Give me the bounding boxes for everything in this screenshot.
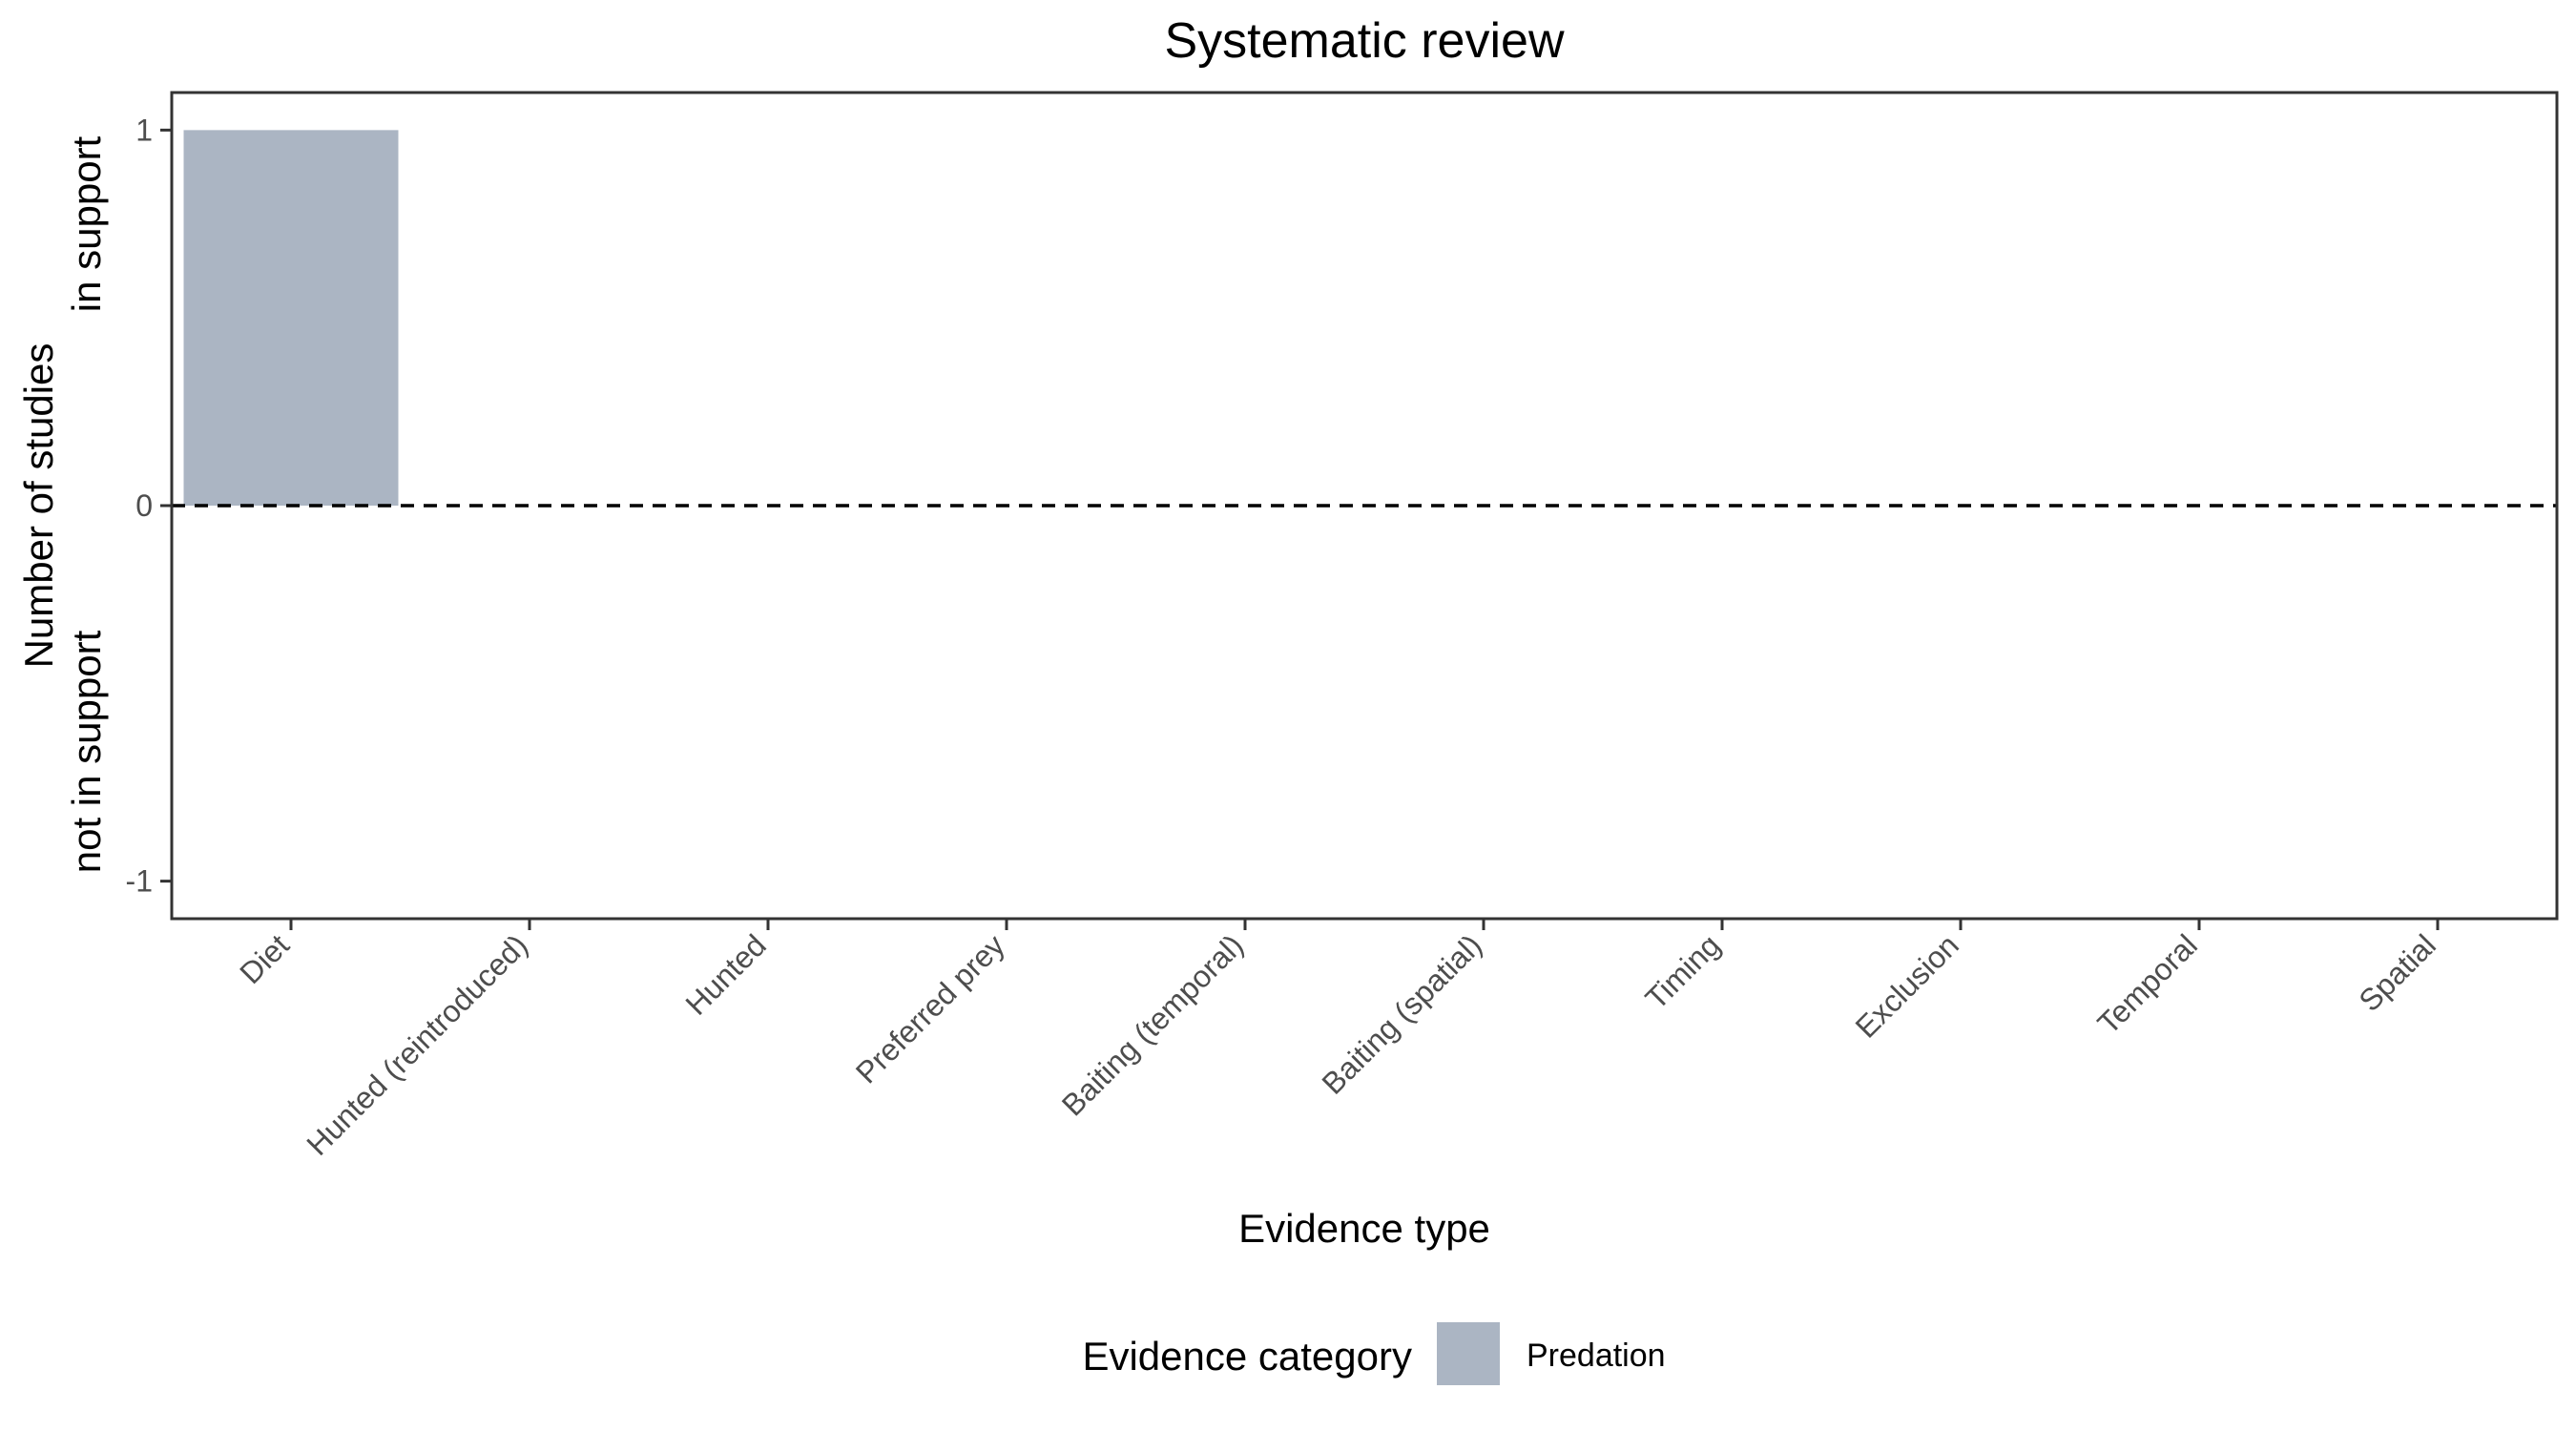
x-tick-label: Hunted (reintroduced) bbox=[300, 927, 534, 1162]
legend-title: Evidence category bbox=[1082, 1334, 1412, 1379]
legend: Evidence category Predation bbox=[1082, 1322, 1666, 1385]
x-tick-label: Hunted bbox=[679, 927, 773, 1021]
bar-diet bbox=[183, 130, 399, 506]
plot-area: -1 0 1 Diet Hunted (reintroduced) Hunted Prefe… bbox=[126, 91, 2559, 1162]
legend-swatch-predation bbox=[1437, 1322, 1500, 1385]
x-tick-label: Spatial bbox=[2352, 927, 2442, 1018]
x-axis-title: Evidence type bbox=[1238, 1206, 1490, 1251]
y-tick-label: 0 bbox=[135, 488, 153, 523]
x-tick-label: Diet bbox=[233, 927, 296, 990]
y-axis-title-main: Number of studies bbox=[16, 343, 61, 669]
y-axis-title-negative: not in support bbox=[64, 630, 109, 873]
legend-label-predation: Predation bbox=[1527, 1338, 1666, 1374]
x-tick-label: Preferred prey bbox=[849, 927, 1011, 1089]
y-axis-title-positive: in support bbox=[64, 135, 109, 312]
y-tick-label: 1 bbox=[135, 113, 153, 147]
x-tick-label: Temporal bbox=[2090, 927, 2204, 1041]
x-tick-label: Baiting (spatial) bbox=[1316, 927, 1488, 1100]
chart-title: Systematic review bbox=[1165, 13, 1565, 69]
x-tick-label: Exclusion bbox=[1849, 927, 1965, 1044]
x-tick-label: Timing bbox=[1638, 927, 1727, 1016]
y-tick-label: -1 bbox=[126, 864, 153, 899]
y-axis-title: Number of studies in support not in supp… bbox=[16, 135, 109, 873]
x-tick-label: Baiting (temporal) bbox=[1055, 927, 1250, 1122]
